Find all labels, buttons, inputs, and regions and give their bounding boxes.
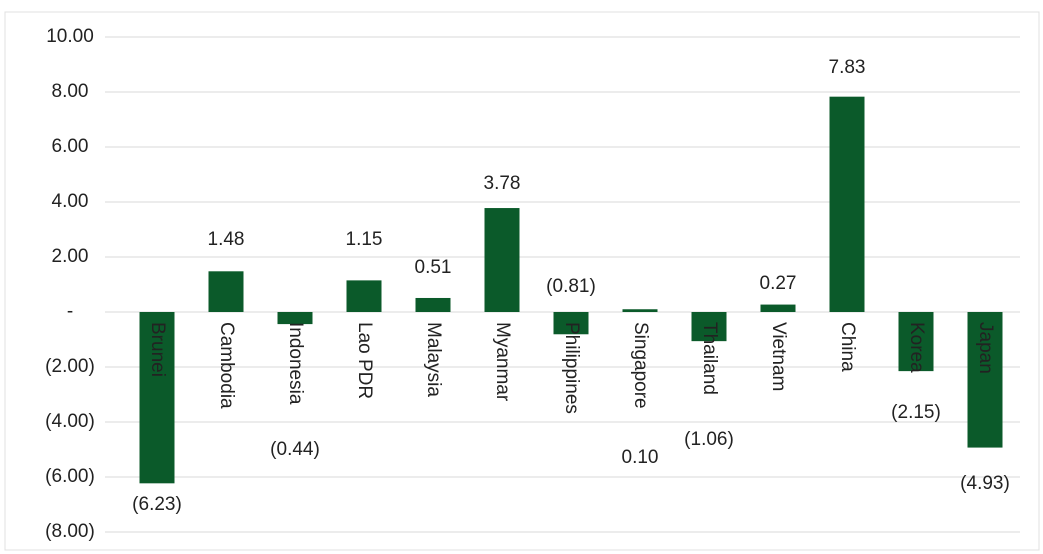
- bar: [484, 208, 520, 312]
- y-tick-label: 4.00: [52, 191, 89, 212]
- bar: [760, 304, 796, 312]
- y-tick-label: 6.00: [52, 136, 89, 157]
- bar: [898, 312, 934, 372]
- y-tick-label: 2.00: [52, 246, 89, 267]
- x-tick-label: Malaysia: [423, 322, 444, 397]
- y-tick-label: 8.00: [52, 81, 89, 102]
- data-label: (2.15): [891, 402, 941, 423]
- data-label: 1.15: [346, 229, 383, 250]
- bar: [553, 312, 589, 335]
- data-label: (0.44): [270, 439, 320, 460]
- bar: [622, 309, 658, 312]
- x-tick-label: Lao PDR: [354, 322, 375, 399]
- bar: [346, 280, 382, 312]
- bar: [691, 312, 727, 342]
- chart-frame: [4, 11, 1040, 551]
- y-tick-label: (2.00): [45, 356, 95, 377]
- y-tick-label: 10.00: [46, 26, 94, 47]
- bar: [208, 271, 244, 312]
- x-tick-label: Indonesia: [285, 322, 306, 405]
- data-label: 0.27: [760, 273, 797, 294]
- data-label: (6.23): [132, 494, 182, 515]
- x-tick-label: China: [837, 322, 858, 372]
- x-tick-label: Singapore: [630, 322, 651, 409]
- bar: [829, 96, 865, 312]
- x-tick-label: Cambodia: [216, 322, 237, 409]
- x-tick-label: Japan: [975, 322, 996, 374]
- x-tick-label: Korea: [906, 322, 927, 373]
- bar: [967, 312, 1003, 448]
- bar: [139, 312, 175, 484]
- y-tick-label: -: [67, 301, 73, 322]
- x-tick-label: Philippines: [561, 322, 582, 414]
- x-tick-label: Vietnam: [768, 322, 789, 391]
- y-tick-label: (8.00): [45, 521, 95, 542]
- y-tick-label: (6.00): [45, 466, 95, 487]
- data-label: (4.93): [960, 473, 1010, 494]
- x-tick-label: Myanmar: [492, 322, 513, 402]
- x-tick-label: Thailand: [699, 322, 720, 395]
- data-label: 7.83: [829, 57, 866, 78]
- bar: [277, 312, 313, 325]
- x-tick-label: Brunei: [147, 322, 168, 377]
- data-label: 3.78: [484, 173, 521, 194]
- y-tick-label: (4.00): [45, 411, 95, 432]
- bar: [415, 297, 451, 312]
- data-label: (0.81): [546, 276, 596, 297]
- data-label: 0.51: [415, 257, 452, 278]
- data-label: 0.10: [622, 447, 659, 468]
- data-label: (1.06): [684, 429, 734, 450]
- data-label: 1.48: [208, 229, 245, 250]
